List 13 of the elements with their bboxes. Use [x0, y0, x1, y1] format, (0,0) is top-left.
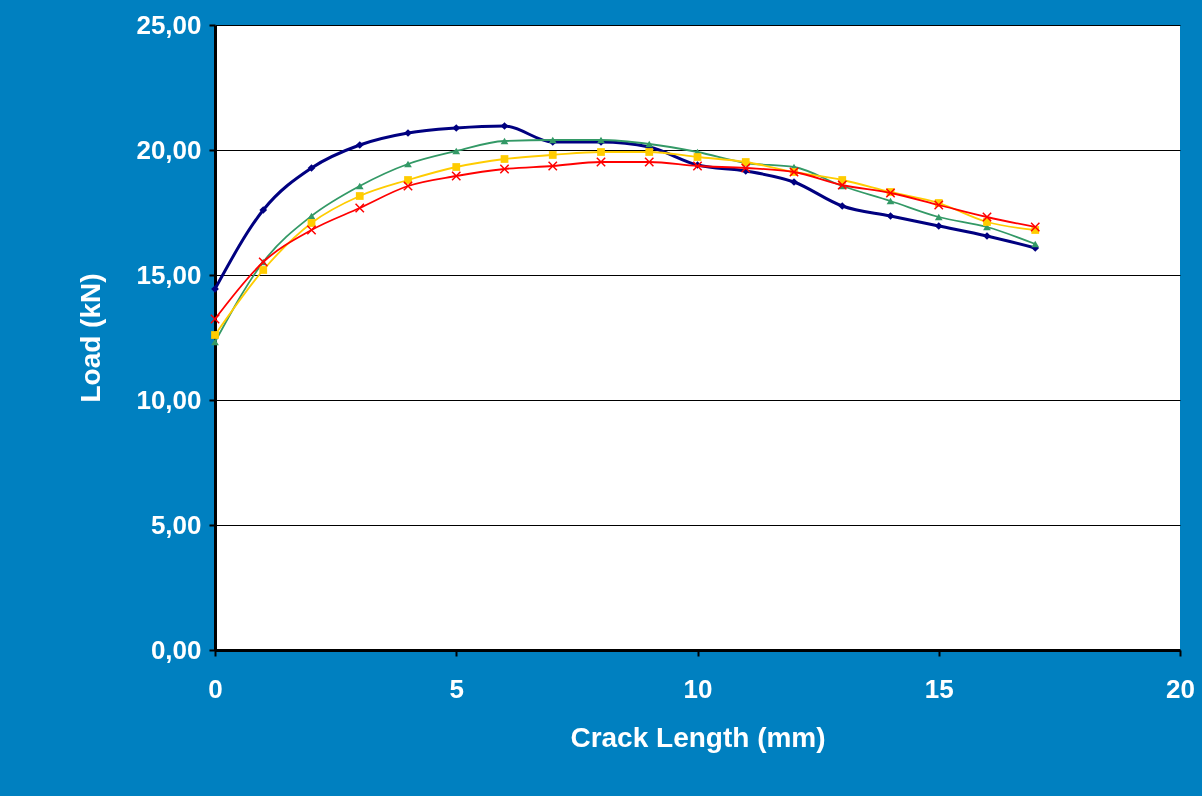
x-tick-label: 0	[208, 673, 223, 704]
x-tick-label: 20	[1166, 673, 1195, 704]
y-tick-label: 25,00	[136, 9, 202, 40]
x-tick-label: 10	[683, 673, 713, 704]
y-tick-label: 5,00	[150, 509, 202, 540]
y-tick-label: 0,00	[150, 634, 202, 665]
x-tick-label: 5	[449, 673, 464, 704]
y-tick-label: 15,00	[136, 259, 202, 290]
y-tick-label: 20,00	[136, 134, 202, 165]
y-tick-label: 10,00	[136, 384, 202, 415]
y-axis-title: Load (kN)	[75, 273, 107, 403]
x-tick-label: 15	[924, 673, 954, 704]
x-axis-title: Crack Length (mm)	[570, 721, 826, 753]
